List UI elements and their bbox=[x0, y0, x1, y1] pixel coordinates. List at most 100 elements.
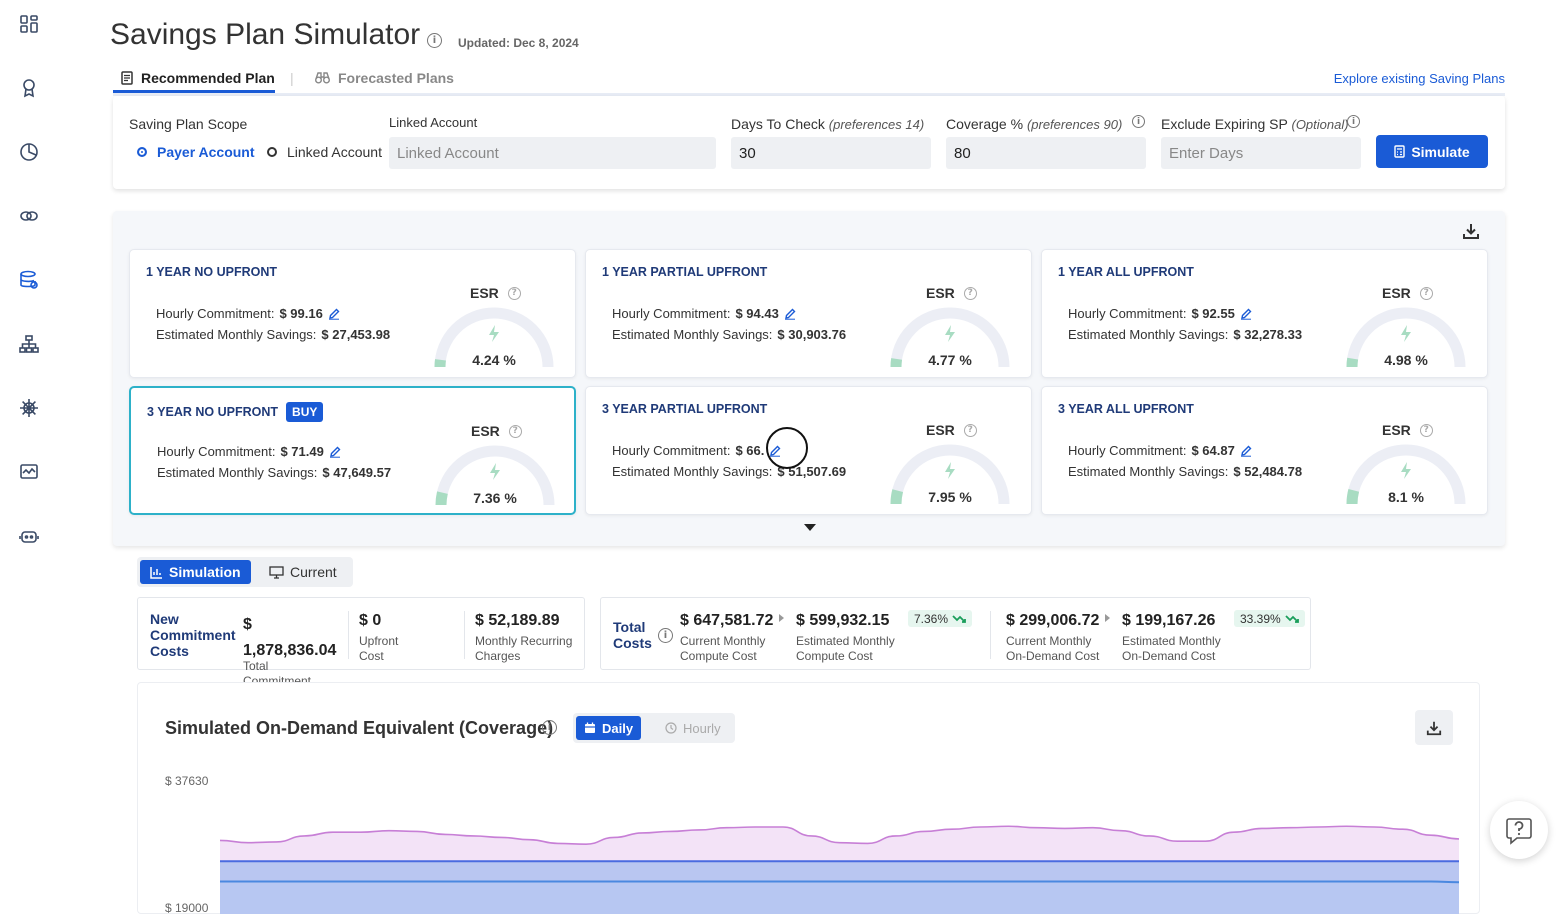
divider bbox=[990, 611, 991, 659]
monthly-recurring-value: $ 52,189.89 bbox=[475, 612, 560, 629]
linked-account-input[interactable]: Linked Account bbox=[389, 137, 716, 169]
edit-pencil-icon[interactable] bbox=[1240, 308, 1252, 320]
current-od-cost-label: Current Monthly On-Demand Cost bbox=[1006, 634, 1100, 663]
edit-pencil-icon[interactable] bbox=[329, 446, 341, 458]
question-icon[interactable]: ? bbox=[963, 286, 977, 300]
edit-pencil-icon[interactable] bbox=[784, 308, 796, 320]
updated-timestamp: Updated: Dec 8, 2024 bbox=[458, 36, 579, 50]
commitment-costs-summary: New Commitment Costs $ 1,878,836.04 Tota… bbox=[137, 597, 585, 688]
current-od-cost-value: $ 299,006.72 bbox=[1006, 612, 1100, 629]
coverage-label: Coverage % (preferences 90) bbox=[946, 116, 1123, 132]
explore-saving-plans-link[interactable]: Explore existing Saving Plans bbox=[1333, 71, 1505, 86]
exclude-info-icon[interactable]: i bbox=[1347, 115, 1360, 128]
esr-label: ESR ? bbox=[1382, 422, 1433, 438]
coverage-area-chart bbox=[220, 825, 1459, 914]
esr-label: ESR ? bbox=[471, 423, 522, 439]
monthly-recurring-label: Monthly Recurring Charges bbox=[475, 634, 573, 663]
page-title: Savings Plan Simulator bbox=[110, 18, 421, 51]
chart-title: Simulated On-Demand Equivalent (Coverage… bbox=[165, 718, 554, 738]
bot-icon[interactable] bbox=[18, 525, 40, 547]
gauge-track bbox=[890, 444, 1010, 505]
download-icon[interactable] bbox=[1462, 222, 1480, 240]
chart-download-button[interactable] bbox=[1415, 710, 1453, 745]
hourly-commitment: Hourly Commitment: $ 71.49 bbox=[157, 444, 341, 459]
lightning-icon bbox=[1401, 462, 1411, 479]
simulation-toggle[interactable]: Simulation bbox=[140, 560, 251, 584]
days-to-check-input[interactable]: 30 bbox=[731, 137, 931, 169]
upfront-cost-value: $ 0 bbox=[359, 612, 382, 629]
radio-dot bbox=[137, 147, 147, 157]
current-toggle[interactable]: Current bbox=[259, 560, 347, 584]
compute-savings-badge: 7.36% bbox=[908, 610, 973, 627]
edit-pencil-icon[interactable] bbox=[1240, 445, 1252, 457]
clock-icon bbox=[665, 722, 677, 734]
plan-card-title: 1 YEAR NO UPFRONT bbox=[146, 265, 278, 279]
award-icon[interactable] bbox=[18, 77, 40, 99]
hourly-commitment: Hourly Commitment: $ 99.16 bbox=[156, 306, 340, 321]
question-icon[interactable]: ? bbox=[1419, 423, 1433, 437]
coverage-input[interactable]: 80 bbox=[946, 137, 1146, 169]
monitor-icon[interactable] bbox=[18, 461, 40, 483]
pie-chart-icon[interactable] bbox=[18, 141, 40, 163]
total-costs-info-icon[interactable]: i bbox=[658, 628, 673, 643]
commitment-costs-title: New Commitment Costs bbox=[150, 611, 236, 659]
edit-pencil-icon[interactable] bbox=[328, 308, 340, 320]
esr-gauge bbox=[434, 307, 554, 368]
gauge-track bbox=[1346, 444, 1466, 505]
coverage-info-icon[interactable]: i bbox=[1132, 115, 1145, 128]
payer-account-radio[interactable]: Payer Account bbox=[137, 144, 255, 160]
esr-value: 4.98 % bbox=[1384, 352, 1428, 368]
plan-card[interactable]: 3 YEAR PARTIAL UPFRONT Hourly Commitment… bbox=[585, 386, 1032, 515]
hierarchy-icon[interactable] bbox=[18, 333, 40, 355]
plan-card[interactable]: 1 YEAR PARTIAL UPFRONT Hourly Commitment… bbox=[585, 249, 1032, 378]
gauge-fill bbox=[890, 358, 903, 368]
gauge-fill bbox=[1346, 489, 1360, 505]
esr-gauge bbox=[890, 307, 1010, 368]
tab-divider: | bbox=[290, 70, 294, 86]
toggle-label: Simulation bbox=[169, 564, 241, 580]
estimated-monthly-savings: Estimated Monthly Savings: $ 27,453.98 bbox=[156, 327, 391, 342]
info-icon[interactable]: i bbox=[427, 33, 442, 48]
help-button[interactable] bbox=[1490, 801, 1548, 859]
buy-badge[interactable]: BUY bbox=[286, 402, 324, 422]
y-axis-tick-top: $ 37630 bbox=[165, 774, 209, 788]
esr-gauge bbox=[890, 444, 1010, 505]
plan-card[interactable]: 3 YEAR NO UPFRONT BUY Hourly Commitment:… bbox=[129, 386, 576, 515]
esr-gauge bbox=[1346, 444, 1466, 505]
plan-card[interactable]: 3 YEAR ALL UPFRONT Hourly Commitment: $ 6… bbox=[1041, 386, 1488, 515]
plan-card-title: 3 YEAR NO UPFRONT BUY bbox=[147, 402, 324, 422]
calendar-icon bbox=[585, 722, 595, 733]
daily-toggle[interactable]: Daily bbox=[576, 716, 642, 740]
toggle-label: Hourly bbox=[683, 720, 721, 736]
lightning-icon bbox=[489, 325, 499, 342]
question-icon[interactable]: ? bbox=[507, 286, 521, 300]
exclude-days-input[interactable]: Enter Days bbox=[1161, 137, 1361, 169]
question-icon[interactable]: ? bbox=[963, 423, 977, 437]
question-icon[interactable]: ? bbox=[508, 424, 522, 438]
y-axis-tick-bottom: $ 19000 bbox=[165, 901, 209, 914]
linked-account-radio[interactable]: Linked Account bbox=[267, 144, 382, 160]
database-icon[interactable] bbox=[18, 269, 40, 291]
lightning-icon bbox=[945, 325, 955, 342]
exclude-expiring-label: Exclude Expiring SP (Optional) bbox=[1161, 116, 1349, 132]
toggle-label: Daily bbox=[602, 720, 634, 736]
tab-recommended-plan[interactable]: Recommended Plan bbox=[121, 70, 275, 86]
plan-card[interactable]: 1 YEAR NO UPFRONT Hourly Commitment: $ 99… bbox=[129, 249, 576, 378]
hourly-toggle[interactable]: Hourly bbox=[657, 716, 729, 740]
question-icon[interactable]: ? bbox=[1419, 286, 1433, 300]
tab-forecasted-plans[interactable]: Forecasted Plans bbox=[315, 70, 454, 86]
esr-label: ESR ? bbox=[926, 285, 977, 301]
expand-caret-icon[interactable] bbox=[804, 524, 816, 531]
esr-value: 7.95 % bbox=[928, 489, 972, 505]
simulation-form: Saving Plan Scope Payer Account Linked A… bbox=[113, 96, 1505, 189]
dashboard-icon[interactable] bbox=[18, 13, 40, 35]
chart-info-icon[interactable]: i bbox=[542, 720, 557, 735]
link-icon[interactable] bbox=[18, 205, 40, 227]
simulate-button[interactable]: Simulate bbox=[1376, 135, 1488, 168]
series-line bbox=[220, 880, 1459, 884]
estimated-monthly-savings: Estimated Monthly Savings: $ 51,507.69 bbox=[612, 464, 847, 479]
view-toggle: Simulation Current bbox=[137, 557, 353, 587]
helm-icon[interactable] bbox=[18, 397, 40, 419]
lightning-icon bbox=[1401, 325, 1411, 342]
plan-card[interactable]: 1 YEAR ALL UPFRONT Hourly Commitment: $ 9… bbox=[1041, 249, 1488, 378]
